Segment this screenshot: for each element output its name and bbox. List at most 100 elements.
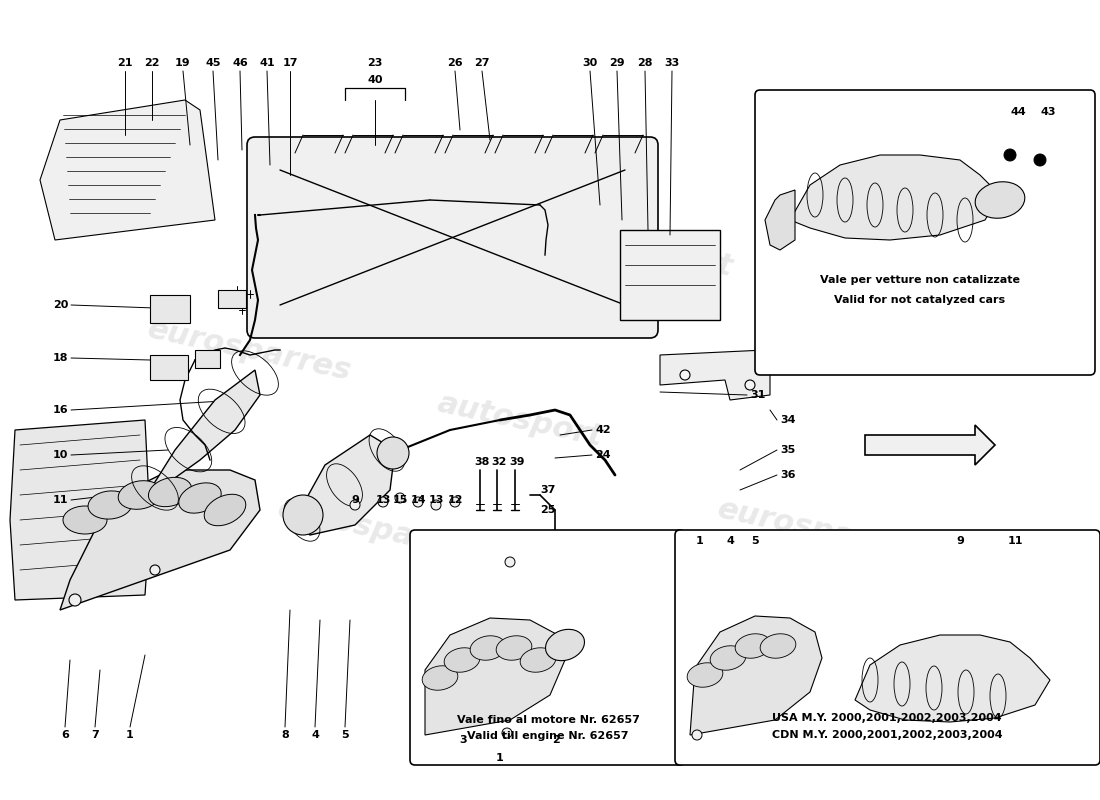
Text: 34: 34: [780, 415, 795, 425]
Circle shape: [412, 497, 424, 507]
Circle shape: [450, 497, 460, 507]
FancyBboxPatch shape: [410, 530, 685, 765]
Text: 29: 29: [609, 58, 625, 68]
Text: 39: 39: [509, 457, 525, 467]
Text: USA M.Y. 2000,2001,2002,2003,2004: USA M.Y. 2000,2001,2002,2003,2004: [772, 713, 1002, 723]
Text: 31: 31: [750, 390, 766, 400]
Ellipse shape: [735, 634, 771, 658]
Text: Vale per vetture non catalizzate: Vale per vetture non catalizzate: [820, 275, 1020, 285]
Circle shape: [378, 497, 388, 507]
Bar: [195, 350, 220, 368]
FancyBboxPatch shape: [248, 137, 658, 338]
Text: 10: 10: [53, 450, 68, 460]
Text: 32: 32: [492, 457, 507, 467]
Circle shape: [502, 728, 512, 738]
Text: CDN M.Y. 2000,2001,2002,2003,2004: CDN M.Y. 2000,2001,2002,2003,2004: [772, 730, 1002, 740]
Circle shape: [692, 730, 702, 740]
Circle shape: [1034, 154, 1046, 166]
Text: 12: 12: [448, 495, 463, 505]
Bar: [218, 290, 246, 308]
Text: 17: 17: [283, 58, 298, 68]
Text: 30: 30: [582, 58, 597, 68]
Text: 37: 37: [540, 485, 556, 495]
Text: 13: 13: [375, 495, 390, 505]
Text: 33: 33: [664, 58, 680, 68]
Bar: [150, 355, 188, 380]
Text: 4: 4: [311, 730, 319, 740]
Text: 42: 42: [595, 425, 610, 435]
FancyBboxPatch shape: [755, 90, 1094, 375]
Polygon shape: [40, 100, 214, 240]
Polygon shape: [660, 350, 770, 400]
Text: 9: 9: [351, 495, 359, 505]
Circle shape: [69, 594, 81, 606]
Ellipse shape: [496, 636, 531, 660]
Text: 3: 3: [459, 735, 466, 745]
Text: 4: 4: [726, 536, 734, 546]
Text: 26: 26: [448, 58, 463, 68]
Text: 44: 44: [1010, 107, 1026, 117]
Polygon shape: [790, 155, 1000, 240]
Text: 35: 35: [780, 445, 795, 455]
Ellipse shape: [179, 483, 221, 513]
Text: 9: 9: [956, 536, 964, 546]
Bar: [620, 230, 721, 320]
Text: 40: 40: [367, 75, 383, 85]
Ellipse shape: [422, 666, 458, 690]
Text: 1: 1: [696, 536, 704, 546]
Text: Valid for not catalyzed cars: Valid for not catalyzed cars: [835, 295, 1005, 305]
Ellipse shape: [520, 648, 556, 672]
Ellipse shape: [283, 495, 323, 535]
Text: 25: 25: [540, 505, 556, 515]
Text: eurosparres: eurosparres: [715, 494, 925, 566]
Ellipse shape: [88, 491, 132, 519]
Circle shape: [431, 500, 441, 510]
Circle shape: [150, 565, 160, 575]
Text: 23: 23: [367, 58, 383, 68]
Text: 13: 13: [428, 495, 443, 505]
Polygon shape: [10, 420, 150, 600]
Text: Valid till engine Nr. 62657: Valid till engine Nr. 62657: [468, 731, 629, 741]
Text: 8: 8: [282, 730, 289, 740]
Text: 18: 18: [53, 353, 68, 363]
Ellipse shape: [444, 648, 480, 672]
Text: 5: 5: [751, 536, 759, 546]
Text: Vale fino al motore Nr. 62657: Vale fino al motore Nr. 62657: [456, 715, 639, 725]
Circle shape: [1004, 149, 1016, 161]
Text: 16: 16: [53, 405, 68, 415]
Text: 7: 7: [91, 730, 99, 740]
Ellipse shape: [63, 506, 107, 534]
Text: 5: 5: [341, 730, 349, 740]
Circle shape: [395, 493, 405, 503]
Ellipse shape: [688, 662, 723, 687]
Ellipse shape: [760, 634, 795, 658]
Polygon shape: [425, 618, 565, 735]
FancyBboxPatch shape: [675, 530, 1100, 765]
Ellipse shape: [205, 494, 245, 526]
Text: 20: 20: [53, 300, 68, 310]
Text: 2: 2: [552, 735, 560, 745]
Text: 28: 28: [637, 58, 652, 68]
Circle shape: [505, 557, 515, 567]
Text: autosport: autosport: [564, 218, 736, 282]
Circle shape: [745, 380, 755, 390]
Text: 14: 14: [410, 495, 426, 505]
Text: eurosparres: eurosparres: [275, 494, 485, 566]
Text: 45: 45: [206, 58, 221, 68]
Text: 24: 24: [595, 450, 610, 460]
Text: autosport: autosport: [434, 388, 605, 452]
Text: 11: 11: [53, 495, 68, 505]
Polygon shape: [764, 190, 795, 250]
Ellipse shape: [377, 437, 409, 469]
Text: 1: 1: [496, 753, 504, 763]
Text: 41: 41: [260, 58, 275, 68]
Text: eurosparres: eurosparres: [145, 314, 354, 386]
Text: 19: 19: [175, 58, 190, 68]
Text: 1: 1: [126, 730, 134, 740]
Text: 36: 36: [780, 470, 795, 480]
Text: 27: 27: [474, 58, 490, 68]
Ellipse shape: [118, 481, 162, 510]
Polygon shape: [60, 470, 260, 610]
Circle shape: [350, 500, 360, 510]
Text: 46: 46: [232, 58, 248, 68]
